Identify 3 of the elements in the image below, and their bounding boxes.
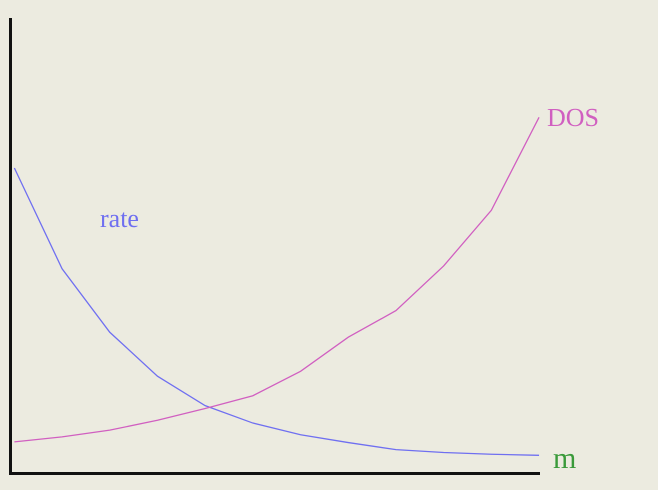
series-label: DOS [547, 103, 600, 132]
series-label: rate [100, 204, 139, 233]
x-axis-title: m [553, 442, 576, 475]
